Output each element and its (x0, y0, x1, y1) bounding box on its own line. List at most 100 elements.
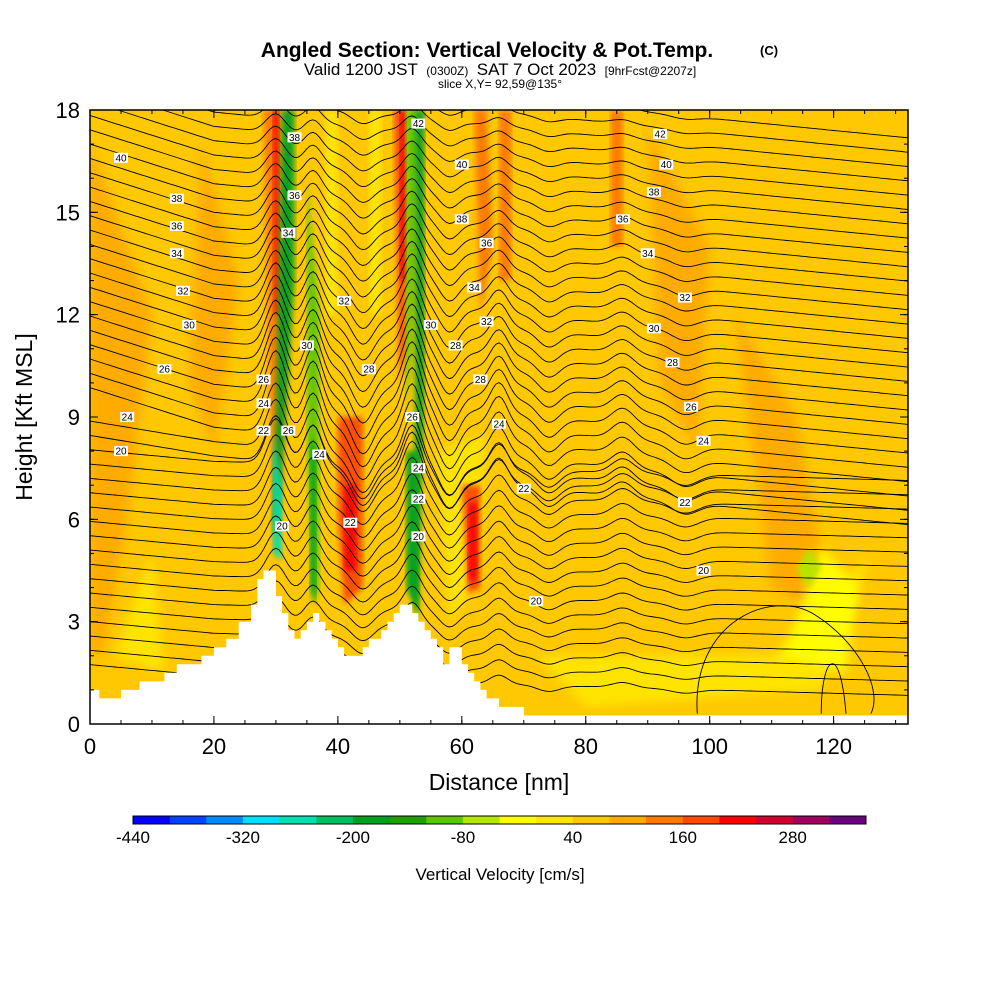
theta-label: 36 (479, 238, 494, 250)
theta-label: 26 (256, 374, 271, 386)
title-copyright-mark: (C) (760, 43, 778, 58)
theta-label-text: 40 (115, 153, 127, 164)
theta-label: 42 (411, 118, 426, 130)
theta-label: 20 (411, 531, 426, 543)
theta-label-bg (287, 190, 302, 201)
theta-contour (90, 215, 908, 325)
theta-contour (205, 110, 908, 182)
velocity-cell (189, 144, 239, 452)
theta-label-text: 40 (456, 160, 468, 171)
y-tick-label: 18 (56, 98, 80, 123)
colorbar-swatch (572, 816, 610, 824)
colorbar-tick-label: 160 (669, 828, 697, 847)
colorbar-swatch (169, 816, 207, 824)
theta-label-text: 26 (283, 426, 295, 437)
theta-label: 22 (411, 493, 426, 505)
theta-label: 30 (182, 319, 197, 331)
theta-label-bg (411, 463, 426, 474)
theta-label: 24 (312, 449, 327, 461)
theta-label-text: 34 (642, 249, 654, 260)
theta-label-text: 22 (518, 484, 530, 495)
theta-label-bg (120, 412, 135, 422)
subtitle-utc-time: (0300Z) (426, 64, 468, 78)
y-tick-label: 15 (56, 200, 80, 225)
theta-label: 36 (615, 214, 630, 226)
theta-label-bg (423, 319, 438, 330)
theta-contour (90, 200, 908, 311)
theta-label-bg (677, 497, 692, 508)
theta-label: 20 (114, 446, 128, 458)
theta-label: 40 (454, 159, 469, 171)
theta-contour (90, 143, 908, 253)
colorbar-swatch (389, 816, 427, 824)
theta-label: 36 (169, 221, 184, 233)
theta-label-bg (454, 159, 469, 170)
theta-label: 20 (696, 565, 711, 577)
theta-label-text: 28 (450, 341, 462, 352)
theta-label: 32 (479, 316, 494, 328)
theta-contour (90, 258, 908, 368)
theta-contour (90, 414, 908, 526)
theta-label-text: 24 (413, 464, 425, 475)
colorbar-swatch (829, 816, 867, 824)
theta-label-bg (473, 374, 488, 385)
subtitle-valid-time: Valid 1200 JST (304, 60, 418, 79)
theta-contour (90, 450, 908, 526)
theta-contour (90, 596, 908, 642)
theta-contour (90, 172, 908, 282)
theta-label-bg (492, 418, 506, 429)
theta-label-bg (256, 374, 271, 385)
x-tick-label: 0 (84, 734, 96, 759)
theta-label-bg (287, 132, 302, 143)
velocity-cell (114, 553, 165, 673)
theta-label: 28 (665, 357, 680, 369)
theta-label-bg (114, 446, 128, 457)
theta-label: 38 (169, 193, 184, 205)
velocity-cell (325, 110, 338, 315)
theta-contour (90, 531, 908, 590)
theta-contour (90, 324, 908, 440)
theta-label-bg (176, 285, 190, 296)
theta-contour (90, 515, 908, 577)
theta-label-text: 22 (345, 518, 357, 529)
x-axis: 0 20 40 60 80 100 120 (84, 110, 897, 759)
theta-label-text: 30 (301, 341, 313, 352)
x-tick-label: 40 (326, 734, 350, 759)
theta-label: 22 (343, 517, 358, 529)
colorbar-tick-label: -320 (226, 828, 260, 847)
colorbar-swatch (719, 816, 757, 824)
theta-label-bg (343, 517, 358, 528)
subtitle-forecast: [9hrFcst@2207z] (605, 64, 697, 78)
theta-label-bg (312, 449, 327, 460)
theta-label-text: 20 (531, 597, 543, 608)
theta-label-text: 20 (413, 532, 425, 543)
theta-label-bg (454, 214, 469, 225)
theta-label: 32 (176, 285, 190, 297)
theta-label-bg (411, 531, 426, 542)
theta-label-text: 34 (283, 228, 295, 239)
velocity-cell (272, 110, 295, 537)
chart-subtitle: Valid 1200 JST (0300Z) SAT 7 Oct 2023 [9… (304, 60, 696, 79)
theta-label-text: 26 (407, 413, 419, 424)
theta-contour (90, 398, 908, 511)
theta-contour (90, 350, 908, 468)
theta-label: 24 (492, 418, 506, 430)
theta-contour (90, 129, 908, 239)
theta-label-text: 22 (258, 426, 270, 437)
theta-contour (90, 580, 908, 629)
colorbar-swatch (316, 816, 354, 824)
theta-label-bg (411, 493, 426, 504)
colorbar-swatch (756, 816, 794, 824)
theta-label-bg (157, 364, 172, 375)
theta-label: 34 (169, 248, 184, 260)
velocity-cell (368, 110, 382, 315)
colorbar-swatch (499, 816, 537, 824)
theta-contour (90, 547, 908, 603)
theta-label: 26 (405, 412, 420, 424)
theta-contour (90, 272, 908, 382)
theta-label-bg (479, 316, 494, 327)
theta-contour (90, 564, 908, 616)
theta-label-text: 42 (655, 129, 667, 140)
theta-label-bg (529, 596, 544, 607)
